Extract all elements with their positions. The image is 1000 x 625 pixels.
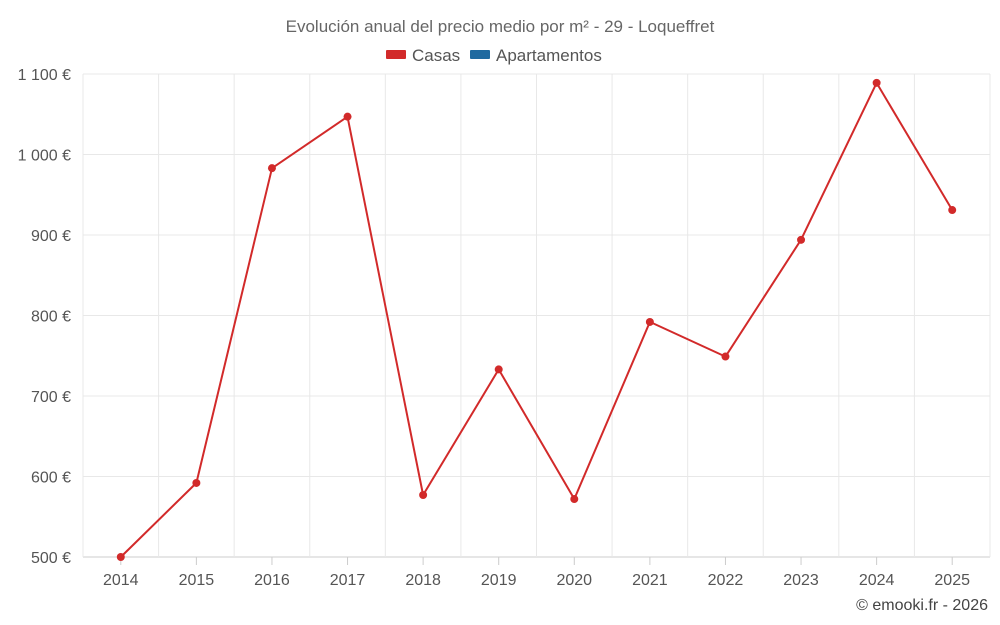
data-point-casas-2020[interactable] <box>570 495 579 504</box>
y-tick-label: 1 000 € <box>18 148 71 165</box>
data-point-casas-2023[interactable] <box>797 235 806 244</box>
series-casas <box>116 78 957 561</box>
x-tick-label: 2014 <box>103 572 139 589</box>
data-point-casas-2018[interactable] <box>419 491 428 500</box>
data-point-casas-2025[interactable] <box>948 206 957 215</box>
x-tick-label: 2023 <box>783 572 819 589</box>
x-tick-label: 2016 <box>254 572 290 589</box>
x-axis: 2014 2015 2016 2017 2018 2019 2020 2021 2022 2023… <box>103 557 970 589</box>
y-tick-label: 600 € <box>31 470 71 487</box>
x-tick-label: 2017 <box>330 572 366 589</box>
legend-swatch-casas <box>386 50 406 59</box>
y-tick-label: 800 € <box>31 309 71 326</box>
data-point-casas-2017[interactable] <box>343 112 352 121</box>
y-tick-label: 500 € <box>31 550 71 567</box>
legend-label-casas: Casas <box>412 46 460 65</box>
x-tick-label: 2018 <box>405 572 441 589</box>
data-point-casas-2015[interactable] <box>192 478 201 487</box>
legend-item-apartamentos[interactable]: Apartamentos <box>470 46 602 65</box>
legend-label-apartamentos: Apartamentos <box>496 46 602 65</box>
x-tick-label: 2019 <box>481 572 517 589</box>
legend: Casas Apartamentos <box>386 46 602 65</box>
y-tick-label: 1 100 € <box>18 67 71 84</box>
x-tick-label: 2015 <box>179 572 215 589</box>
grid <box>82 73 991 558</box>
data-point-casas-2021[interactable] <box>645 317 654 326</box>
y-tick-label: 900 € <box>31 228 71 245</box>
chart-title: Evolución anual del precio medio por m² … <box>286 17 715 36</box>
x-tick-label: 2020 <box>556 572 592 589</box>
data-point-casas-2022[interactable] <box>721 352 730 361</box>
x-tick-label: 2021 <box>632 572 668 589</box>
x-tick-label: 2025 <box>934 572 970 589</box>
data-point-casas-2016[interactable] <box>267 164 276 173</box>
legend-swatch-apartamentos <box>470 50 490 59</box>
data-point-casas-2024[interactable] <box>872 78 881 87</box>
y-tick-label: 700 € <box>31 389 71 406</box>
legend-item-casas[interactable]: Casas <box>386 46 460 65</box>
data-point-casas-2014[interactable] <box>116 553 125 561</box>
x-tick-label: 2022 <box>708 572 744 589</box>
data-point-casas-2019[interactable] <box>494 365 503 374</box>
x-tick-label: 2024 <box>859 572 895 589</box>
series-line-casas <box>120 81 954 558</box>
y-axis: 500 € 600 € 700 € 800 € 900 € 1 000 € 1 100 € <box>18 67 71 567</box>
credit-text: © emooki.fr - 2026 <box>856 597 988 614</box>
